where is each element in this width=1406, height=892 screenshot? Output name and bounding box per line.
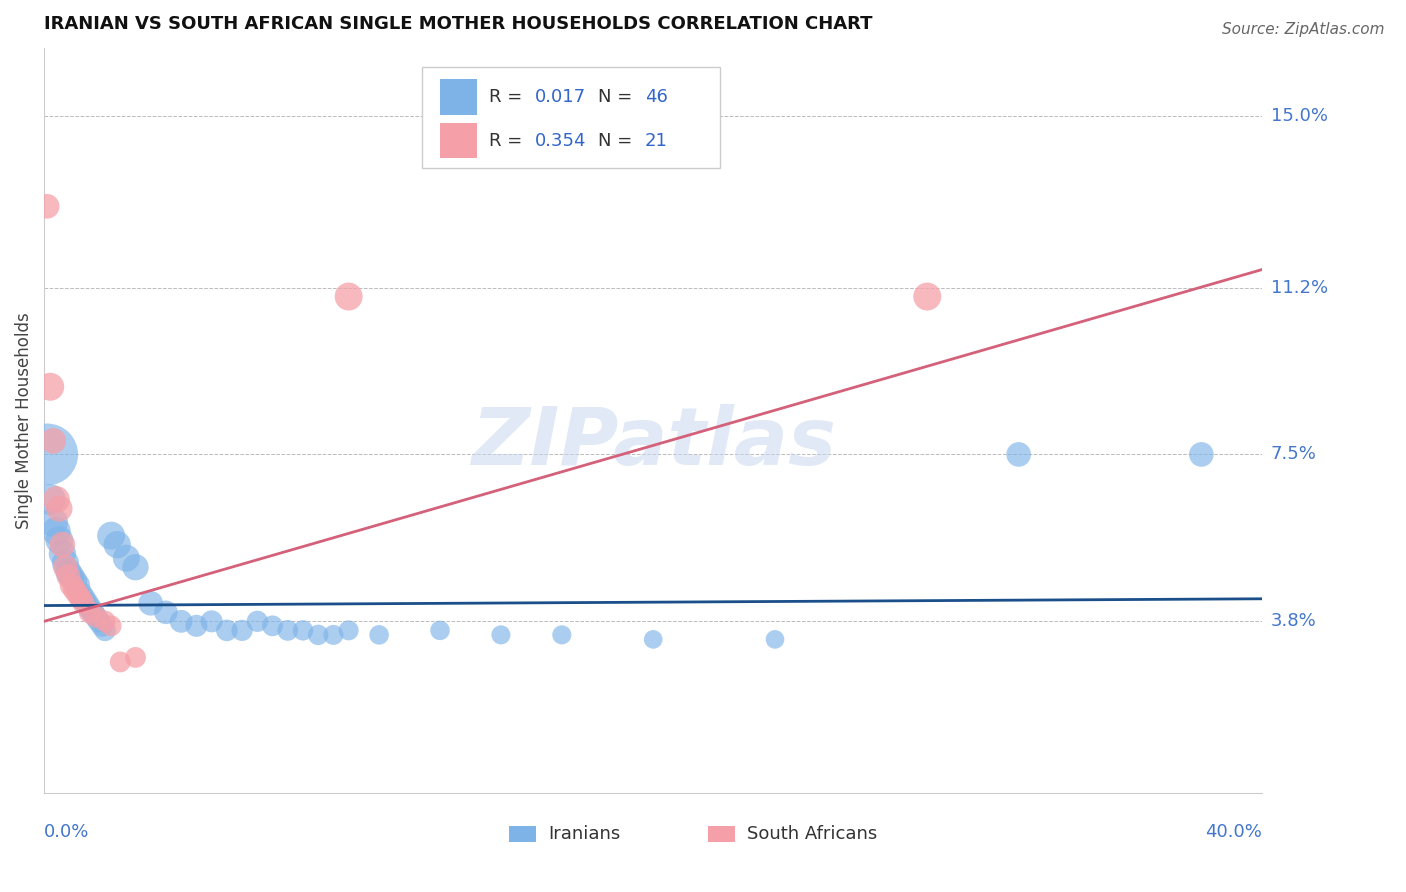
Point — [58, 569, 80, 583]
Point — [76, 596, 98, 610]
Point — [322, 628, 344, 642]
Bar — [440, 79, 477, 114]
Bar — [709, 825, 735, 842]
Text: 21: 21 — [645, 131, 668, 150]
Bar — [440, 123, 477, 158]
Text: N =: N = — [599, 131, 638, 150]
Point — [66, 587, 89, 601]
Point — [186, 619, 208, 633]
Point — [42, 434, 65, 448]
Point — [201, 615, 224, 629]
Point — [277, 624, 299, 638]
Point — [87, 615, 110, 629]
Point — [139, 596, 162, 610]
Point — [262, 619, 284, 633]
Text: 11.2%: 11.2% — [1271, 278, 1327, 296]
Point — [551, 628, 574, 642]
Point — [79, 605, 101, 619]
Text: N =: N = — [599, 87, 638, 106]
Point — [94, 624, 117, 638]
Point — [73, 591, 96, 606]
Point — [55, 560, 77, 574]
Point — [55, 556, 77, 570]
Text: 15.0%: 15.0% — [1271, 107, 1327, 125]
Text: 7.5%: 7.5% — [1271, 445, 1316, 464]
Point — [1189, 447, 1212, 461]
FancyBboxPatch shape — [422, 67, 720, 168]
Point — [60, 569, 83, 583]
Point — [1007, 447, 1029, 461]
Point — [643, 632, 665, 647]
Point — [489, 628, 512, 642]
Text: R =: R = — [489, 87, 527, 106]
Point — [42, 515, 65, 529]
Point — [60, 578, 83, 592]
Point — [48, 533, 70, 548]
Point — [100, 619, 122, 633]
Text: Source: ZipAtlas.com: Source: ZipAtlas.com — [1222, 22, 1385, 37]
Point — [337, 289, 360, 303]
Point — [37, 447, 59, 461]
Point — [110, 655, 132, 669]
Point — [69, 591, 91, 606]
Point — [48, 501, 70, 516]
Point — [124, 650, 146, 665]
Point — [307, 628, 329, 642]
Point — [45, 524, 67, 538]
Bar — [509, 825, 536, 842]
Point — [63, 574, 86, 588]
Point — [917, 289, 939, 303]
Point — [94, 615, 117, 629]
Point — [58, 565, 80, 579]
Text: South Africans: South Africans — [747, 825, 877, 843]
Point — [84, 610, 107, 624]
Point — [91, 619, 114, 633]
Point — [246, 615, 269, 629]
Point — [124, 560, 146, 574]
Point — [337, 624, 360, 638]
Point — [69, 587, 91, 601]
Point — [45, 492, 67, 507]
Point — [79, 600, 101, 615]
Text: 40.0%: 40.0% — [1205, 823, 1263, 841]
Point — [39, 380, 62, 394]
Text: 0.354: 0.354 — [536, 131, 586, 150]
Text: 0.017: 0.017 — [536, 87, 586, 106]
Y-axis label: Single Mother Households: Single Mother Households — [15, 312, 32, 529]
Point — [84, 610, 107, 624]
Point — [73, 596, 96, 610]
Point — [39, 492, 62, 507]
Text: ZIPatlas: ZIPatlas — [471, 404, 835, 482]
Point — [368, 628, 391, 642]
Point — [215, 624, 238, 638]
Point — [155, 605, 177, 619]
Text: 3.8%: 3.8% — [1271, 612, 1316, 631]
Point — [37, 199, 59, 213]
Point — [115, 551, 138, 566]
Point — [51, 538, 73, 552]
Point — [82, 605, 104, 619]
Point — [100, 528, 122, 542]
Point — [429, 624, 451, 638]
Point — [105, 538, 128, 552]
Point — [63, 582, 86, 597]
Point — [51, 547, 73, 561]
Point — [231, 624, 253, 638]
Text: Iranians: Iranians — [548, 825, 620, 843]
Text: 46: 46 — [645, 87, 668, 106]
Text: R =: R = — [489, 131, 527, 150]
Point — [291, 624, 314, 638]
Text: 0.0%: 0.0% — [44, 823, 90, 841]
Text: IRANIAN VS SOUTH AFRICAN SINGLE MOTHER HOUSEHOLDS CORRELATION CHART: IRANIAN VS SOUTH AFRICAN SINGLE MOTHER H… — [44, 15, 873, 33]
Point — [170, 615, 193, 629]
Point — [66, 578, 89, 592]
Point — [763, 632, 786, 647]
